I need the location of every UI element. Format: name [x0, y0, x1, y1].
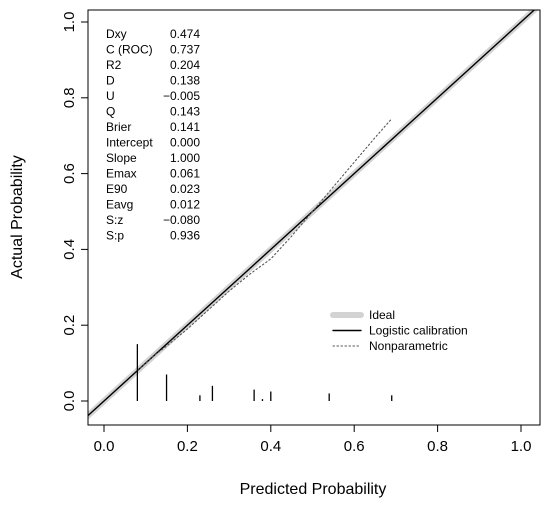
series-line-nonparametric — [136, 118, 393, 372]
stat-value-e90: 0.023 — [170, 182, 200, 196]
axes: 0.0 0.2 0.4 0.6 0.8 1.0 0.0 0.2 0.4 0.6 0.8 1.0 — [61, 9, 541, 455]
stat-value-eavg: 0.012 — [170, 198, 200, 212]
stat-value-emax: 0.061 — [170, 167, 200, 181]
x-tick-label: 0.2 — [177, 438, 198, 455]
stat-label-s-p: S:p — [106, 229, 124, 243]
stat-value-d: 0.138 — [170, 74, 200, 88]
stat-label-d: D — [106, 74, 115, 88]
stat-label-brier: Brier — [106, 120, 131, 134]
x-tick-label: 0.6 — [344, 438, 365, 455]
stat-label-e90: E90 — [106, 182, 128, 196]
y-tick-label: 0.2 — [61, 315, 78, 336]
stat-label-eavg: Eavg — [106, 198, 133, 212]
stat-value-q: 0.143 — [170, 105, 200, 119]
x-tick-label: 0.0 — [94, 438, 115, 455]
stat-label-q: Q — [106, 105, 115, 119]
stat-value-r2: 0.204 — [170, 58, 200, 72]
stat-value-intercept: 0.000 — [170, 136, 200, 150]
y-axis-title: Actual Probability — [9, 155, 26, 279]
stat-label-s-z: S:z — [106, 213, 123, 227]
legend-label-logistic-calibration: Logistic calibration — [369, 324, 468, 338]
y-tick-label: 1.0 — [61, 12, 78, 33]
stat-label-c-roc-: C (ROC) — [106, 43, 153, 57]
y-tick-label: 0.8 — [61, 87, 78, 108]
stat-value-s-z: −0.080 — [163, 213, 200, 227]
legend-label-ideal: Ideal — [369, 308, 395, 322]
stat-label-u: U — [106, 89, 115, 103]
y-tick-label: 0.0 — [61, 391, 78, 412]
stat-value-u: −0.005 — [163, 89, 200, 103]
rug-marks — [136, 344, 393, 401]
plot-frame — [87, 9, 541, 426]
stat-value-c-roc-: 0.737 — [170, 43, 200, 57]
plot-curves — [88, 10, 539, 420]
x-axis-title: Predicted Probability — [240, 481, 387, 498]
x-tick-label: 0.4 — [260, 438, 281, 455]
stat-value-s-p: 0.936 — [170, 229, 200, 243]
stat-value-slope: 1.000 — [170, 151, 200, 165]
y-tick-label: 0.6 — [61, 163, 78, 184]
stat-label-emax: Emax — [106, 167, 137, 181]
x-tick-label: 0.8 — [427, 438, 448, 455]
x-tick-label: 1.0 — [511, 438, 532, 455]
legend-label-nonparametric: Nonparametric — [369, 339, 448, 353]
stat-label-intercept: Intercept — [106, 136, 153, 150]
stat-label-dxy: Dxy — [106, 27, 127, 41]
stat-label-r2: R2 — [106, 58, 122, 72]
stat-value-dxy: 0.474 — [170, 27, 200, 41]
stat-value-brier: 0.141 — [170, 120, 200, 134]
y-tick-label: 0.4 — [61, 239, 78, 260]
stat-label-slope: Slope — [106, 151, 137, 165]
stats-table: Dxy 0.474 C (ROC) 0.737 R2 0.204 D 0.138 U −0.005… — [106, 27, 200, 243]
